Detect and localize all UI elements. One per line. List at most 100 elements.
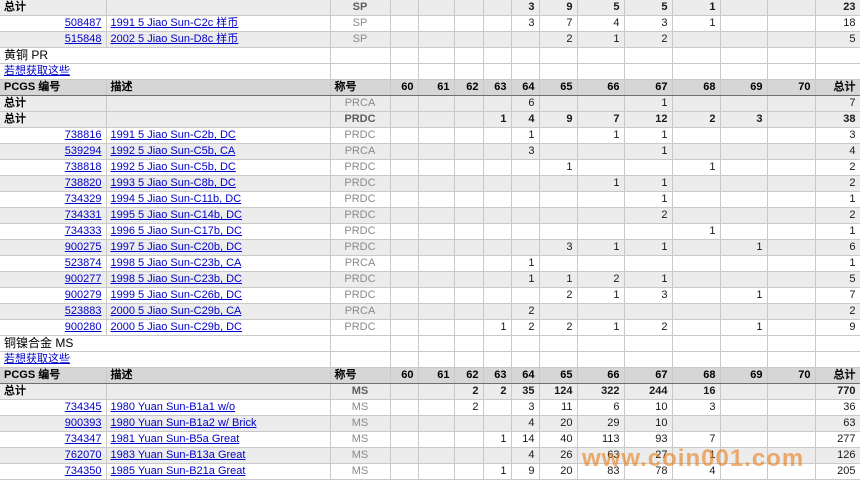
coin-description-link[interactable]: 1991 5 Jiao Sun-C2b, DC bbox=[110, 129, 236, 141]
get-these-link[interactable]: 若想获取这些 bbox=[4, 65, 70, 77]
coin-description-link[interactable]: 2000 5 Jiao Sun-C29b, CA bbox=[110, 305, 242, 317]
coin-description-link[interactable]: 1998 5 Jiao Sun-C23b, DC bbox=[110, 273, 242, 285]
pcgs-number-link[interactable]: 734350 bbox=[64, 465, 102, 477]
description-cell: 1998 5 Jiao Sun-C23b, CA bbox=[106, 255, 331, 272]
pcgs-number-link[interactable]: 900277 bbox=[64, 273, 102, 285]
grade-cell: 1 bbox=[539, 159, 578, 176]
grade-cell: 11 bbox=[539, 399, 578, 416]
grade-cell bbox=[483, 335, 512, 352]
pcgs-number-link[interactable]: 734345 bbox=[64, 401, 102, 413]
coin-description-link[interactable]: 1999 5 Jiao Sun-C26b, DC bbox=[110, 289, 242, 301]
grade-cell bbox=[454, 143, 484, 160]
grade-cell bbox=[418, 111, 455, 128]
designation-cell bbox=[330, 351, 391, 368]
grade-cell bbox=[720, 31, 768, 48]
column-header-grade: 70 bbox=[767, 79, 816, 96]
grade-cell bbox=[418, 463, 455, 480]
table-row: 515848 2002 5 Jiao Sun-D8c 样币 SP 2 1 2 5 bbox=[0, 31, 860, 48]
coin-description-link[interactable]: 1981 Yuan Sun-B5a Great bbox=[110, 433, 240, 445]
pcgs-number-link[interactable]: 515848 bbox=[64, 33, 102, 45]
coin-description-link[interactable]: 1997 5 Jiao Sun-C20b, DC bbox=[110, 241, 242, 253]
pcgs-number-link[interactable]: 738818 bbox=[64, 161, 102, 173]
coin-description-link[interactable]: 1980 Yuan Sun-B1a2 w/ Brick bbox=[110, 417, 257, 429]
grade-cell bbox=[624, 223, 673, 240]
grade-cell: 4 bbox=[511, 415, 540, 432]
coin-description-link[interactable]: 1996 5 Jiao Sun-C17b, DC bbox=[110, 225, 242, 237]
grade-cell bbox=[720, 271, 768, 288]
grade-cell bbox=[390, 335, 419, 352]
pcgs-number-link[interactable]: 762070 bbox=[64, 449, 102, 461]
total-cell: 2 bbox=[815, 159, 860, 176]
total-cell: 5 bbox=[815, 271, 860, 288]
grade-cell bbox=[418, 255, 455, 272]
grade-cell bbox=[672, 255, 721, 272]
coin-description-link[interactable]: 1985 Yuan Sun-B21a Great bbox=[110, 465, 246, 477]
grade-cell: 2 bbox=[624, 319, 673, 336]
pcgs-number-link[interactable]: 734331 bbox=[64, 209, 102, 221]
grade-cell bbox=[390, 463, 419, 480]
column-header-grade: 63 bbox=[483, 79, 512, 96]
get-these-link[interactable]: 若想获取这些 bbox=[4, 353, 70, 365]
pcgs-number-link[interactable]: 734333 bbox=[64, 225, 102, 237]
grade-cell bbox=[672, 287, 721, 304]
pcgs-number-cell: 523883 bbox=[0, 303, 107, 320]
link-cell: 若想获取这些 bbox=[0, 351, 331, 368]
coin-description-link[interactable]: 2000 5 Jiao Sun-C29b, DC bbox=[110, 321, 242, 333]
table-row: 总计 SP 3 9 5 5 1 23 bbox=[0, 0, 860, 16]
column-header-grade: 64 bbox=[511, 367, 540, 384]
designation-cell: PRCA bbox=[330, 303, 391, 320]
grade-cell: 5 bbox=[577, 0, 625, 16]
grade-cell: 2 bbox=[539, 287, 578, 304]
coin-description-link[interactable]: 1991 5 Jiao Sun-C2c 样币 bbox=[110, 17, 239, 29]
coin-description-link[interactable]: 1994 5 Jiao Sun-C11b, DC bbox=[110, 193, 242, 205]
coin-description-link[interactable]: 1983 Yuan Sun-B13a Great bbox=[110, 449, 246, 461]
grade-cell: 1 bbox=[483, 431, 512, 448]
column-header-total: 总计 bbox=[815, 79, 860, 96]
grade-cell bbox=[511, 223, 540, 240]
total-cell: 38 bbox=[815, 111, 860, 128]
grade-cell: 10 bbox=[624, 415, 673, 432]
pcgs-number-link[interactable]: 539294 bbox=[64, 145, 102, 157]
grade-cell bbox=[454, 207, 484, 224]
grade-cell bbox=[483, 399, 512, 416]
grade-cell bbox=[483, 287, 512, 304]
pcgs-number-link[interactable]: 523874 bbox=[64, 257, 102, 269]
total-label: 总计 bbox=[0, 383, 107, 400]
coin-description-link[interactable]: 1998 5 Jiao Sun-C23b, CA bbox=[110, 257, 242, 269]
description-cell: 1983 Yuan Sun-B13a Great bbox=[106, 447, 331, 464]
pcgs-number-link[interactable]: 734329 bbox=[64, 193, 102, 205]
grade-cell bbox=[720, 223, 768, 240]
coin-description-link[interactable]: 1993 5 Jiao Sun-C8b, DC bbox=[110, 177, 236, 189]
pcgs-number-link[interactable]: 738820 bbox=[64, 177, 102, 189]
description-cell: 1981 Yuan Sun-B5a Great bbox=[106, 431, 331, 448]
pcgs-number-link[interactable]: 900275 bbox=[64, 241, 102, 253]
pcgs-number-link[interactable]: 734347 bbox=[64, 433, 102, 445]
grade-cell bbox=[720, 175, 768, 192]
coin-description-link[interactable]: 2002 5 Jiao Sun-D8c 样币 bbox=[110, 33, 239, 45]
coin-description-link[interactable]: 1992 5 Jiao Sun-C5b, DC bbox=[110, 161, 236, 173]
grade-cell: 93 bbox=[624, 431, 673, 448]
coin-description-link[interactable]: 1992 5 Jiao Sun-C5b, CA bbox=[110, 145, 236, 157]
coin-description-link[interactable]: 1980 Yuan Sun-B1a1 w/o bbox=[110, 401, 236, 413]
grade-cell: 7 bbox=[539, 15, 578, 32]
grade-cell bbox=[767, 271, 816, 288]
designation-cell: MS bbox=[330, 415, 391, 432]
table-row: PCGS 编号 描述 称号 60 61 62 63 64 65 66 67 68 69 70 总计 bbox=[0, 79, 860, 96]
column-header-grade: 61 bbox=[418, 79, 455, 96]
pcgs-number-link[interactable]: 900393 bbox=[64, 417, 102, 429]
grade-cell bbox=[483, 207, 512, 224]
pcgs-number-link[interactable]: 738816 bbox=[64, 129, 102, 141]
column-header-number: PCGS 编号 bbox=[0, 79, 107, 96]
total-cell: 2 bbox=[815, 175, 860, 192]
grade-cell bbox=[767, 159, 816, 176]
pcgs-number-link[interactable]: 900280 bbox=[64, 321, 102, 333]
coin-description-link[interactable]: 1995 5 Jiao Sun-C14b, DC bbox=[110, 209, 242, 221]
table-row: 734329 1994 5 Jiao Sun-C11b, DC PRDC 1 1 bbox=[0, 191, 860, 208]
pcgs-number-link[interactable]: 508487 bbox=[64, 17, 102, 29]
grade-cell bbox=[720, 207, 768, 224]
grade-cell bbox=[720, 127, 768, 144]
total-cell: 3 bbox=[815, 127, 860, 144]
pcgs-number-cell: 762070 bbox=[0, 447, 107, 464]
pcgs-number-link[interactable]: 900279 bbox=[64, 289, 102, 301]
pcgs-number-link[interactable]: 523883 bbox=[64, 305, 102, 317]
